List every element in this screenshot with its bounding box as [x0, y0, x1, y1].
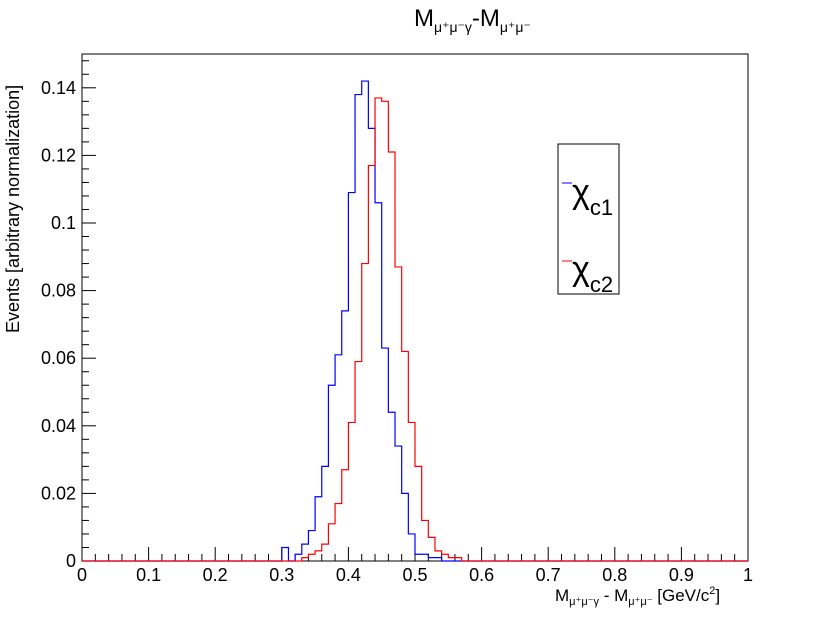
x-tick-label: 0 — [77, 565, 87, 585]
x-axis-label: Mμ⁺μ⁻γ - Mμ⁺μ⁻ [GeV/c2] — [555, 585, 720, 608]
y-tick-label: 0.06 — [41, 348, 76, 368]
legend-box — [557, 143, 620, 295]
y-tick-label: 0.02 — [41, 483, 76, 503]
x-tick-label: 0.9 — [669, 565, 694, 585]
series-layer — [82, 80, 748, 562]
y-tick-label: 0.14 — [41, 78, 76, 98]
legend-label-chi-c2: χc2 — [572, 250, 613, 297]
y-tick-label: 0.04 — [41, 416, 76, 436]
x-tick-label: 1 — [743, 565, 753, 585]
series-line-c2 — [82, 97, 748, 562]
x-tick-label: 0.3 — [269, 565, 294, 585]
x-tick-label: 0.5 — [402, 565, 427, 585]
y-tick-label: 0.08 — [41, 281, 76, 301]
x-tick-label: 0.4 — [336, 565, 361, 585]
x-tick-label: 0.1 — [136, 565, 161, 585]
legend-label-chi-c1: χc1 — [572, 173, 613, 220]
x-tick-label: 0.2 — [203, 565, 228, 585]
x-tick-label: 0.7 — [536, 565, 561, 585]
legend: χc1 χc2 — [557, 143, 620, 297]
chart-title: Mμ⁺μ⁻γ-Mμ⁺μ⁻ — [414, 5, 531, 35]
y-axis-label: Events [arbitrary normalization] — [3, 85, 23, 333]
y-tick-label: 0.1 — [51, 213, 76, 233]
x-tick-label: 0.6 — [469, 565, 494, 585]
x-axis: 0 0.1 0.2 0.3 0.4 0.5 0.6 0.7 0.8 0.9 1 — [77, 547, 753, 585]
y-tick-label: 0 — [66, 551, 76, 571]
y-tick-label: 0.12 — [41, 145, 76, 165]
x-tick-label: 0.8 — [602, 565, 627, 585]
